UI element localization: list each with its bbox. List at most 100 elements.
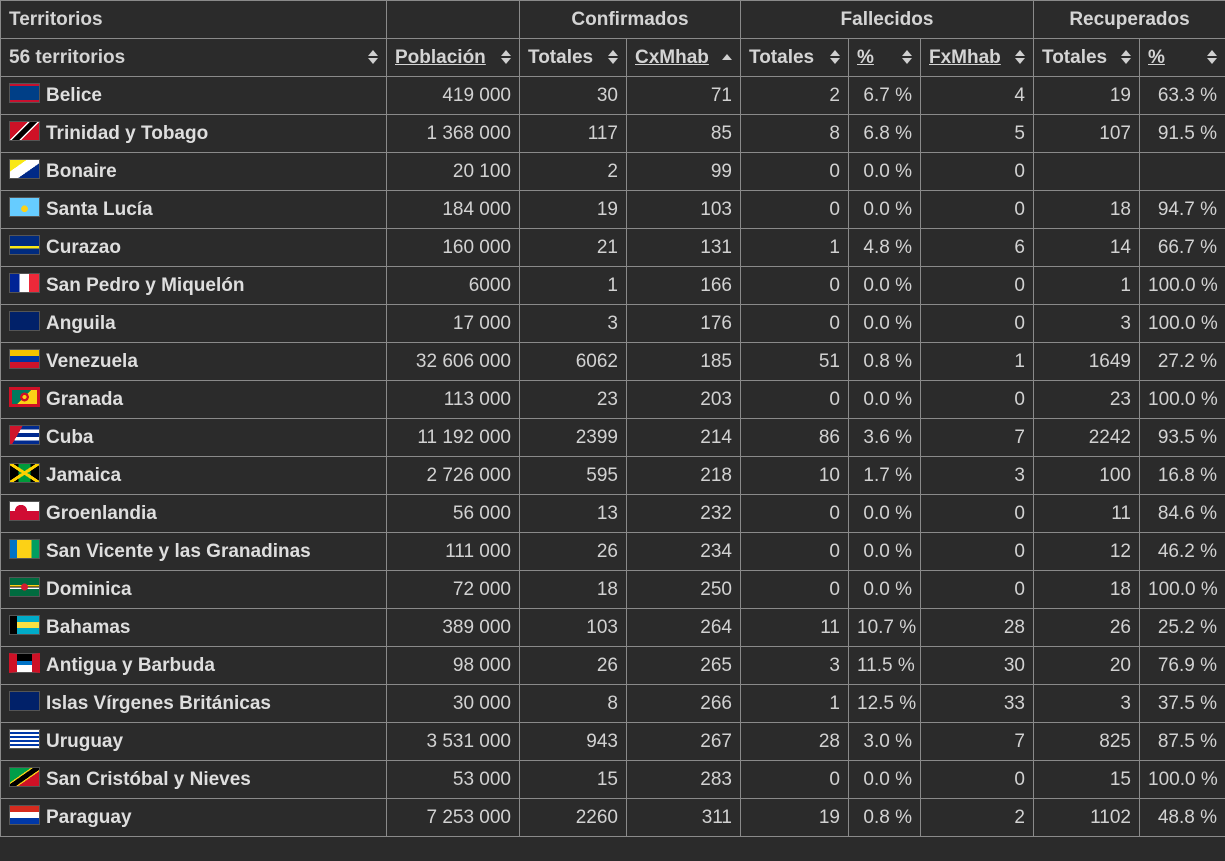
cxmhab-cell: 176 [626, 304, 741, 343]
table-row: Trinidad y Tobago 1 368 000 117 85 8 6.8 % 5 10… [0, 114, 1225, 153]
cxmhab-cell: 283 [626, 760, 741, 799]
cxmhab-cell: 71 [626, 76, 741, 115]
fall-totales-cell: 0 [740, 532, 849, 571]
fall-pct-cell: 3.0 % [848, 722, 921, 761]
fall-totales-cell: 0 [740, 380, 849, 419]
fall-totales-cell: 3 [740, 646, 849, 685]
conf-totales-cell: 943 [519, 722, 627, 761]
column-header-cxmhab[interactable]: CxMhab [626, 38, 741, 77]
column-header-recuperados-totales[interactable]: Totales [1033, 38, 1140, 77]
rec-pct-cell: 37.5 % [1139, 684, 1225, 723]
column-header-recuperados-pct[interactable]: % [1139, 38, 1225, 77]
fall-pct-cell: 0.0 % [848, 380, 921, 419]
territory-name-cell: Belice [0, 76, 387, 115]
territory-name-cell: Bahamas [0, 608, 387, 647]
fall-totales-cell: 1 [740, 684, 849, 723]
poblacion-cell: 32 606 000 [386, 342, 520, 381]
table-row: Cuba 11 192 000 2399 214 86 3.6 % 7 2242 93.5 % [0, 418, 1225, 457]
territory-name-cell: Bonaire [0, 152, 387, 191]
rec-totales-cell: 23 [1033, 380, 1140, 419]
rec-totales-cell: 100 [1033, 456, 1140, 495]
cxmhab-cell: 218 [626, 456, 741, 495]
table-row: San Cristóbal y Nieves 53 000 15 283 0 0.0 % 0… [0, 760, 1225, 799]
territory-name-cell: Dominica [0, 570, 387, 609]
territory-name: Islas Vírgenes Británicas [46, 692, 271, 714]
fxmhab-cell: 0 [920, 190, 1034, 229]
column-header-poblacion[interactable]: Población [386, 38, 520, 77]
flag-grenada-icon [9, 387, 40, 408]
sort-icon [830, 50, 840, 66]
group-recuperados: Recuperados [1033, 0, 1225, 39]
column-header-territorios[interactable]: 56 territorios [0, 38, 387, 77]
table-row: Uruguay 3 531 000 943 267 28 3.0 % 7 825 87.5 % [0, 722, 1225, 761]
fxmhab-cell: 0 [920, 380, 1034, 419]
poblacion-cell: 30 000 [386, 684, 520, 723]
table-row: Islas Vírgenes Británicas 30 000 8 266 1 12.5… [0, 684, 1225, 723]
fxmhab-cell: 0 [920, 266, 1034, 305]
conf-totales-cell: 15 [519, 760, 627, 799]
fall-pct-cell: 10.7 % [848, 608, 921, 647]
group-spacer [386, 0, 520, 39]
conf-totales-cell: 26 [519, 646, 627, 685]
sort-icon [1121, 50, 1131, 66]
rec-totales-cell: 18 [1033, 570, 1140, 609]
poblacion-cell: 184 000 [386, 190, 520, 229]
fxmhab-cell: 33 [920, 684, 1034, 723]
poblacion-cell: 2 726 000 [386, 456, 520, 495]
cxmhab-cell: 250 [626, 570, 741, 609]
cxmhab-cell: 203 [626, 380, 741, 419]
sort-icon [368, 50, 378, 66]
rec-pct-cell: 84.6 % [1139, 494, 1225, 533]
fxmhab-cell: 2 [920, 798, 1034, 837]
column-header-fallecidos-totales[interactable]: Totales [740, 38, 849, 77]
poblacion-cell: 20 100 [386, 152, 520, 191]
fxmhab-cell: 7 [920, 722, 1034, 761]
fxmhab-cell: 6 [920, 228, 1034, 267]
table-row: Antigua y Barbuda 98 000 26 265 3 11.5 % 30 20 7… [0, 646, 1225, 685]
territory-name: Antigua y Barbuda [46, 654, 215, 676]
fall-totales-cell: 0 [740, 266, 849, 305]
cxmhab-cell: 266 [626, 684, 741, 723]
conf-totales-cell: 21 [519, 228, 627, 267]
fall-pct-cell: 0.0 % [848, 266, 921, 305]
conf-totales-cell: 3 [519, 304, 627, 343]
fall-totales-cell: 0 [740, 494, 849, 533]
poblacion-cell: 3 531 000 [386, 722, 520, 761]
cxmhab-cell: 103 [626, 190, 741, 229]
cxmhab-cell: 185 [626, 342, 741, 381]
fall-pct-cell: 0.0 % [848, 190, 921, 229]
flag-bahamas-icon [9, 615, 40, 636]
column-header-confirmados-totales[interactable]: Totales [519, 38, 627, 77]
territory-name: Granada [46, 388, 124, 410]
rec-totales-cell: 107 [1033, 114, 1140, 153]
rec-totales-cell: 825 [1033, 722, 1140, 761]
territory-name-cell: Trinidad y Tobago [0, 114, 387, 153]
conf-totales-cell: 19 [519, 190, 627, 229]
cxmhab-cell: 234 [626, 532, 741, 571]
rec-pct-cell: 63.3 % [1139, 76, 1225, 115]
sort-icon [501, 50, 511, 66]
territory-name: Groenlandia [46, 502, 157, 524]
rec-pct-cell: 100.0 % [1139, 570, 1225, 609]
rec-totales-cell: 18 [1033, 190, 1140, 229]
group-fallecidos: Fallecidos [740, 0, 1034, 39]
table-row: Venezuela 32 606 000 6062 185 51 0.8 % 1 1649 27… [0, 342, 1225, 381]
flag-dominica-icon [9, 577, 40, 598]
territory-name-cell: Groenlandia [0, 494, 387, 533]
fxmhab-cell: 0 [920, 152, 1034, 191]
sort-icon [1207, 50, 1217, 66]
territory-name: San Pedro y Miquelón [46, 274, 245, 296]
table-row: Anguila 17 000 3 176 0 0.0 % 0 3 100.0 % [0, 304, 1225, 343]
rec-totales-cell: 14 [1033, 228, 1140, 267]
column-header-fallecidos-pct[interactable]: % [848, 38, 921, 77]
territory-name-cell: Anguila [0, 304, 387, 343]
column-header-fxmhab[interactable]: FxMhab [920, 38, 1034, 77]
fxmhab-cell: 1 [920, 342, 1034, 381]
rec-totales-cell [1033, 152, 1140, 191]
fxmhab-cell: 5 [920, 114, 1034, 153]
table-row: San Vicente y las Granadinas 111 000 26 234… [0, 532, 1225, 571]
table-row: Bonaire 20 100 2 99 0 0.0 % 0 [0, 152, 1225, 191]
fall-pct-cell: 4.8 % [848, 228, 921, 267]
rec-totales-cell: 19 [1033, 76, 1140, 115]
cxmhab-cell: 267 [626, 722, 741, 761]
